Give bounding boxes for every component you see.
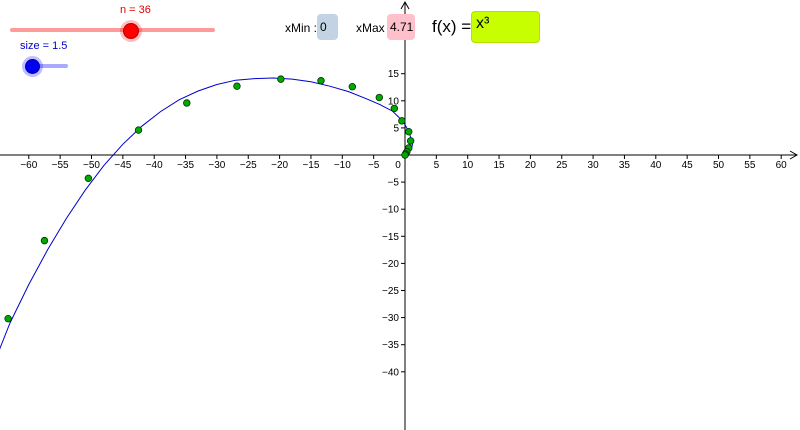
x-tick-label: 45 xyxy=(682,160,694,171)
x-tick-label: 30 xyxy=(588,160,600,171)
n-slider-label: n = 36 xyxy=(120,4,151,16)
y-tick-label: −35 xyxy=(382,340,399,351)
x-tick-label: −20 xyxy=(271,160,288,171)
function-label: f(x) = xyxy=(432,17,472,36)
x-tick-label: 55 xyxy=(744,160,756,171)
x-tick-label: 25 xyxy=(556,160,568,171)
sample-point xyxy=(84,174,93,183)
sample-point xyxy=(233,82,241,90)
sample-point xyxy=(406,137,415,145)
y-axis-arrow xyxy=(400,0,410,10)
n-slider-handle[interactable] xyxy=(123,23,139,39)
x-tick-label: −30 xyxy=(208,160,225,171)
x-tick-label: −45 xyxy=(114,160,131,171)
x-tick-label: 20 xyxy=(525,160,537,171)
x-tick-label: −10 xyxy=(334,160,351,171)
x-tick-label: 60 xyxy=(776,160,788,171)
sample-point xyxy=(4,314,12,323)
y-tick-label: −10 xyxy=(382,205,399,216)
x-tick-label: −50 xyxy=(83,160,100,171)
sample-point xyxy=(183,99,191,107)
x-tick-label: −25 xyxy=(240,160,257,171)
sample-point xyxy=(390,104,399,113)
y-tick-label: −30 xyxy=(382,313,399,324)
sample-point xyxy=(401,151,409,159)
xmax-label: xMax xyxy=(356,21,385,35)
xmax-input[interactable]: 4.71 xyxy=(387,14,415,40)
size-slider-label: size = 1.5 xyxy=(20,40,68,52)
x-tick-label: −55 xyxy=(52,160,69,171)
xmin-label: xMin : xyxy=(285,21,318,35)
y-tick-label: −20 xyxy=(382,259,399,270)
sample-point xyxy=(134,126,143,134)
size-slider-handle[interactable] xyxy=(25,59,40,74)
x-tick-label: 50 xyxy=(713,160,725,171)
y-tick-label: −25 xyxy=(382,286,399,297)
sample-point xyxy=(40,236,49,245)
function-input[interactable]: x³ xyxy=(471,11,540,43)
x-tick-label: −60 xyxy=(20,160,37,171)
y-tick-label: 10 xyxy=(388,96,400,107)
y-tick-label: −40 xyxy=(382,367,399,378)
x-tick-label: 35 xyxy=(619,160,631,171)
sample-point xyxy=(277,75,285,83)
sample-point xyxy=(398,117,406,125)
x-axis-arrow xyxy=(789,150,799,160)
parametric-curve xyxy=(0,77,414,350)
x-tick-label: 10 xyxy=(462,160,474,171)
y-tick-label: −15 xyxy=(382,232,399,243)
sample-point xyxy=(375,93,383,102)
x-tick-label: 40 xyxy=(650,160,662,171)
y-tick-label: 15 xyxy=(388,69,400,80)
y-tick-label: 5 xyxy=(393,123,399,134)
x-tick-label: 0 xyxy=(395,160,401,171)
size-slider-track[interactable] xyxy=(27,64,68,68)
sample-point xyxy=(405,127,413,136)
x-tick-label: −40 xyxy=(146,160,163,171)
x-tick-label: 5 xyxy=(434,160,440,171)
x-tick-label: −35 xyxy=(177,160,194,171)
x-tick-label: −5 xyxy=(368,160,380,171)
x-tick-label: −15 xyxy=(302,160,319,171)
sample-point xyxy=(348,83,357,91)
n-slider-track[interactable] xyxy=(10,28,215,32)
x-tick-label: 15 xyxy=(493,160,505,171)
xmin-input[interactable]: 0 xyxy=(317,14,338,40)
sample-point xyxy=(317,77,325,85)
y-tick-label: −5 xyxy=(388,178,400,189)
